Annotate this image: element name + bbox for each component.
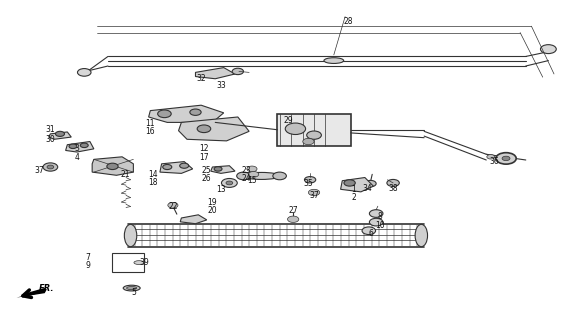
Ellipse shape (127, 286, 137, 290)
Text: 12: 12 (199, 144, 209, 153)
Text: 34: 34 (363, 184, 372, 193)
Text: 21: 21 (120, 170, 130, 179)
Circle shape (190, 109, 201, 116)
Circle shape (273, 172, 286, 180)
Polygon shape (180, 215, 207, 224)
Text: 39: 39 (140, 258, 149, 267)
Ellipse shape (415, 224, 427, 247)
Circle shape (226, 181, 233, 185)
Text: 15: 15 (247, 176, 257, 185)
Text: 30: 30 (45, 135, 55, 144)
Ellipse shape (324, 58, 344, 63)
Circle shape (502, 156, 510, 161)
Polygon shape (178, 117, 249, 141)
Text: 6: 6 (368, 229, 373, 238)
Circle shape (221, 179, 237, 188)
Text: 38: 38 (388, 184, 398, 193)
Text: 28: 28 (343, 17, 353, 26)
Text: 26: 26 (202, 174, 212, 183)
Circle shape (107, 163, 118, 170)
Circle shape (179, 163, 188, 168)
Circle shape (387, 180, 399, 187)
Text: 8: 8 (378, 212, 383, 221)
Circle shape (370, 210, 383, 217)
Text: 17: 17 (199, 153, 209, 162)
Circle shape (308, 189, 320, 196)
Circle shape (237, 172, 250, 180)
Circle shape (487, 155, 495, 159)
Polygon shape (16, 289, 47, 298)
Text: 33: 33 (216, 81, 226, 90)
Text: 4: 4 (75, 153, 79, 162)
Ellipse shape (243, 172, 280, 180)
Circle shape (78, 68, 91, 76)
Circle shape (214, 167, 222, 171)
Text: 5: 5 (131, 288, 136, 297)
Circle shape (303, 138, 314, 145)
Ellipse shape (125, 224, 137, 247)
Polygon shape (66, 141, 94, 152)
Polygon shape (195, 68, 235, 79)
Circle shape (47, 165, 54, 169)
Bar (277, 114, 351, 146)
Polygon shape (149, 105, 224, 123)
Circle shape (496, 153, 516, 164)
Text: 1: 1 (351, 185, 356, 194)
Circle shape (197, 125, 211, 132)
Text: 27: 27 (288, 206, 298, 215)
Circle shape (541, 45, 556, 53)
Circle shape (247, 166, 257, 172)
Text: 16: 16 (145, 127, 155, 136)
Circle shape (163, 164, 171, 170)
Ellipse shape (134, 261, 144, 265)
Circle shape (80, 143, 88, 148)
Circle shape (307, 131, 321, 139)
Text: 32: 32 (196, 74, 206, 83)
Text: 9: 9 (86, 261, 91, 270)
Polygon shape (211, 166, 235, 173)
Bar (113, 253, 144, 272)
Text: 23: 23 (242, 166, 251, 175)
Text: 37: 37 (34, 166, 44, 175)
Text: 35: 35 (303, 180, 314, 188)
Text: 20: 20 (208, 206, 217, 215)
Circle shape (55, 131, 65, 136)
Text: 13: 13 (216, 185, 226, 194)
Circle shape (365, 180, 376, 187)
Polygon shape (160, 162, 192, 173)
Text: 24: 24 (242, 174, 251, 183)
Ellipse shape (123, 285, 140, 291)
Text: 10: 10 (375, 221, 385, 230)
Text: 29: 29 (284, 116, 293, 125)
Text: 25: 25 (202, 166, 212, 175)
Text: 7: 7 (86, 253, 91, 262)
Polygon shape (341, 178, 374, 192)
Polygon shape (49, 132, 71, 139)
Circle shape (158, 110, 171, 118)
Text: 14: 14 (148, 170, 158, 179)
Circle shape (370, 218, 383, 226)
Text: 22: 22 (168, 202, 178, 211)
Text: 11: 11 (145, 119, 155, 128)
Text: 19: 19 (208, 197, 217, 206)
Text: 36: 36 (490, 157, 500, 166)
Text: 31: 31 (46, 125, 55, 134)
Circle shape (285, 123, 306, 134)
Text: FR.: FR. (39, 284, 54, 292)
Circle shape (362, 227, 376, 235)
Circle shape (344, 180, 355, 186)
Circle shape (168, 202, 178, 208)
Polygon shape (92, 157, 134, 175)
Circle shape (288, 216, 299, 222)
Circle shape (248, 172, 259, 177)
Circle shape (305, 177, 316, 183)
Text: 3: 3 (75, 144, 79, 153)
Text: 2: 2 (351, 193, 356, 202)
Circle shape (69, 144, 77, 148)
Text: 18: 18 (148, 179, 158, 188)
Circle shape (232, 68, 243, 75)
Text: 37: 37 (309, 191, 319, 200)
Circle shape (43, 163, 58, 171)
